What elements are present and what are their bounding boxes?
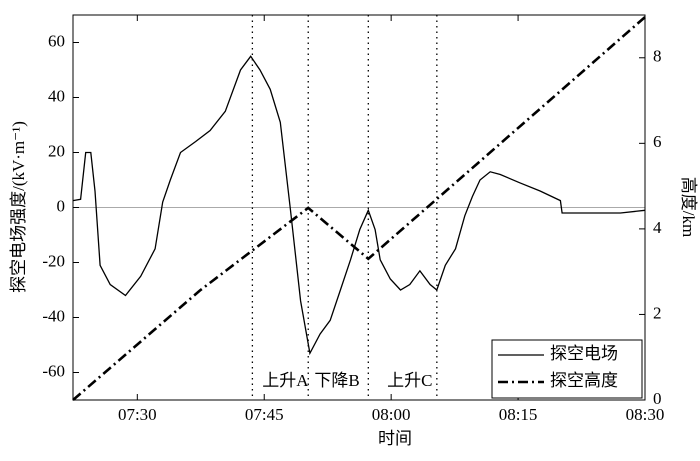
annotation: 下降B — [314, 371, 359, 390]
x-tick-label: 07:45 — [245, 405, 284, 424]
x-tick-label: 07:30 — [118, 405, 157, 424]
y2-tick-label: 6 — [653, 132, 662, 151]
series-line — [72, 55, 646, 356]
plot-frame — [72, 14, 646, 401]
y-tick-label: 20 — [48, 141, 65, 160]
legend-label: 探空电场 — [550, 344, 618, 363]
x-tick-label: 08:30 — [626, 405, 665, 424]
annotation: 上升C — [387, 371, 432, 390]
y2-tick-label: 4 — [653, 218, 662, 237]
y2-tick-label: 8 — [653, 47, 662, 66]
y-tick-label: -40 — [42, 306, 65, 325]
legend-label: 探空高度 — [550, 371, 618, 390]
x-tick-label: 08:00 — [372, 405, 411, 424]
legend-box — [491, 339, 643, 399]
y-tick-label: -20 — [42, 251, 65, 270]
y-tick-label: -60 — [42, 361, 65, 380]
y2-axis-label: 高度/km — [679, 177, 698, 237]
y-tick-label: 0 — [57, 196, 66, 215]
y-axis-label: 探空电场强度/(kV·m⁻¹) — [9, 121, 28, 293]
series-line — [72, 16, 646, 401]
x-axis-label: 时间 — [378, 429, 412, 448]
y2-tick-label: 0 — [653, 389, 662, 408]
y-tick-label: 40 — [48, 86, 65, 105]
y-tick-label: 60 — [48, 31, 65, 50]
annotation: 上升A — [262, 371, 309, 390]
y2-tick-label: 2 — [653, 303, 662, 322]
x-tick-label: 08:15 — [499, 405, 538, 424]
